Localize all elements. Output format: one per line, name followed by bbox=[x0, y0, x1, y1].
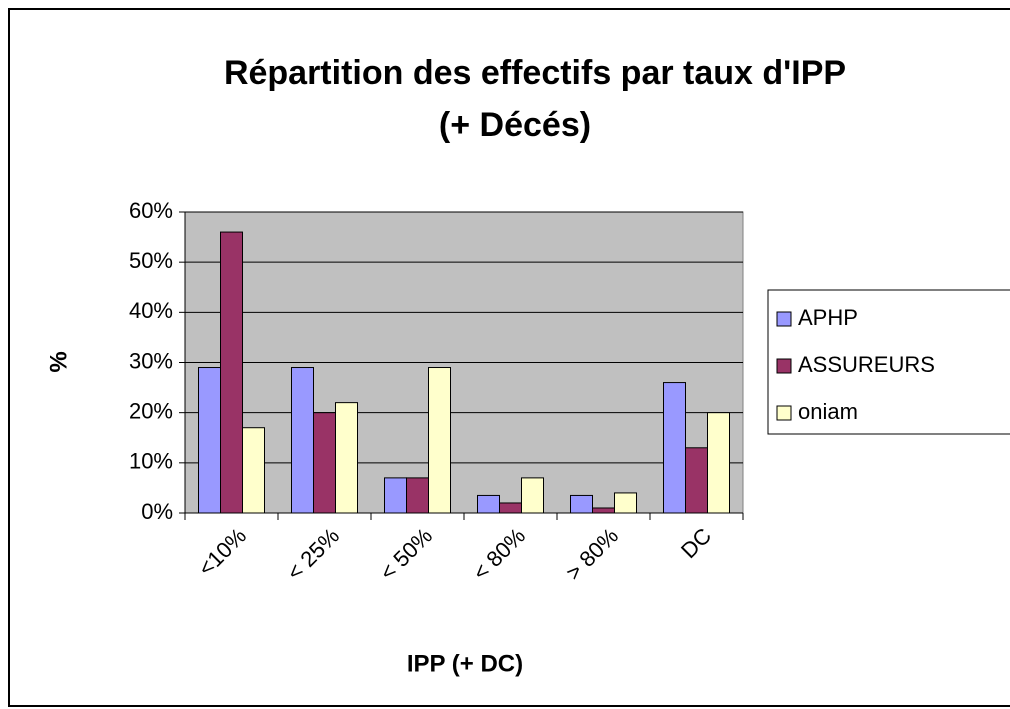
chart-title: (+ Décés) bbox=[439, 106, 591, 144]
y-tick-label: 10% bbox=[129, 449, 173, 474]
bar bbox=[499, 502, 522, 514]
legend-label: ASSUREURS bbox=[798, 352, 935, 377]
bar bbox=[707, 412, 730, 514]
bar bbox=[663, 382, 686, 514]
bar bbox=[477, 494, 500, 514]
legend-swatch bbox=[776, 311, 792, 327]
y-axis-title: % bbox=[45, 351, 72, 372]
bar bbox=[521, 477, 544, 514]
y-tick-label: 0% bbox=[141, 499, 173, 524]
bar bbox=[570, 494, 593, 514]
y-tick-label: 50% bbox=[129, 248, 173, 273]
legend-label: oniam bbox=[798, 399, 858, 424]
bar bbox=[428, 367, 451, 514]
y-tick-label: 40% bbox=[129, 298, 173, 323]
y-tick-label: 20% bbox=[129, 398, 173, 423]
legend-swatch bbox=[776, 358, 792, 374]
bar bbox=[242, 427, 265, 514]
y-tick-label: 60% bbox=[129, 198, 173, 223]
bar bbox=[198, 367, 221, 514]
bar bbox=[384, 477, 407, 514]
bar bbox=[592, 507, 615, 514]
bar bbox=[220, 231, 243, 514]
y-tick-label: 30% bbox=[129, 348, 173, 373]
x-axis-title: IPP (+ DC) bbox=[407, 650, 523, 677]
legend-swatch bbox=[776, 405, 792, 421]
bar bbox=[406, 477, 429, 514]
bar bbox=[335, 402, 358, 514]
legend-label: APHP bbox=[798, 305, 858, 330]
legend bbox=[767, 289, 1010, 435]
bar bbox=[313, 412, 336, 514]
bar bbox=[614, 492, 637, 514]
chart-title: Répartition des effectifs par taux d'IPP bbox=[224, 54, 846, 92]
bar bbox=[291, 367, 314, 514]
bar bbox=[685, 447, 708, 514]
